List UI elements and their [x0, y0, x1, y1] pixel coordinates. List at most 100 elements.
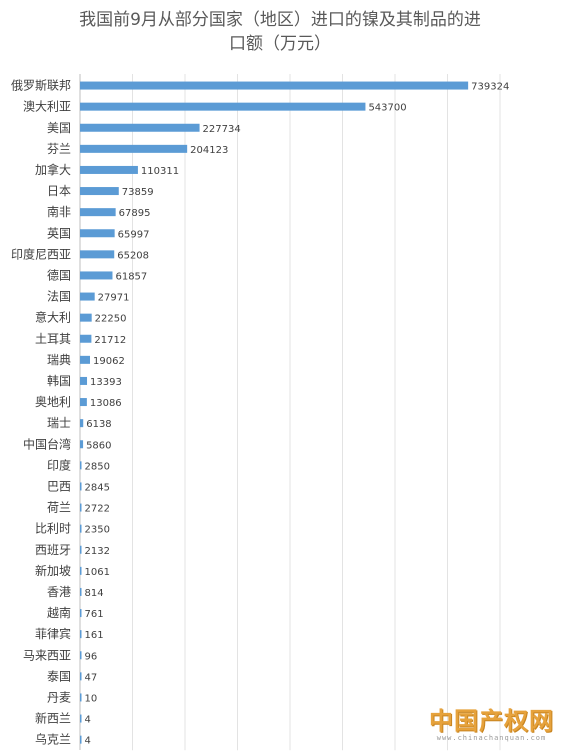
data-label: 13393 — [90, 377, 122, 388]
data-label: 5860 — [86, 440, 111, 451]
data-label: 2132 — [85, 546, 110, 557]
bar — [80, 376, 88, 385]
data-label: 96 — [85, 651, 98, 662]
category-label: 荷兰 — [47, 501, 71, 515]
bar — [80, 208, 116, 217]
bar — [80, 545, 82, 554]
data-label: 110311 — [141, 166, 179, 177]
data-label: 814 — [85, 588, 104, 599]
category-label: 西班牙 — [35, 543, 71, 557]
category-label: 菲律宾 — [35, 626, 71, 641]
bar — [80, 250, 115, 259]
category-label: 奥地利 — [35, 395, 71, 409]
bar — [80, 102, 366, 111]
category-label: 越南 — [47, 605, 71, 620]
bar — [80, 651, 82, 660]
data-label: 4 — [85, 736, 91, 747]
gridlines — [132, 74, 501, 751]
watermark-logo: 中国产权网 www.chinachanquan.com — [429, 706, 554, 743]
category-label: 新加坡 — [35, 563, 71, 578]
data-label: 2722 — [85, 504, 110, 515]
bar — [80, 313, 92, 322]
bar — [80, 334, 92, 343]
data-label: 204123 — [190, 145, 228, 156]
category-label: 瑞典 — [47, 353, 71, 367]
category-label: 巴西 — [47, 479, 71, 493]
labels: 俄罗斯联邦 739324 澳大利亚 543700 美国 227734 芬兰 204123 加拿大… — [11, 79, 509, 747]
category-label: 泰国 — [47, 669, 71, 683]
category-label: 德国 — [47, 267, 71, 282]
category-label: 新西兰 — [35, 711, 71, 726]
data-label: 13086 — [90, 398, 122, 409]
bar — [80, 292, 95, 301]
watermark-text: 中国产权网 — [429, 706, 554, 735]
bar — [80, 123, 200, 132]
bar — [80, 440, 84, 449]
bar — [80, 524, 82, 533]
data-label: 761 — [85, 609, 104, 620]
data-label: 27971 — [98, 293, 130, 304]
category-label: 土耳其 — [35, 332, 71, 346]
data-label: 65208 — [117, 250, 149, 261]
bar — [80, 609, 82, 618]
category-label: 意大利 — [35, 310, 71, 325]
data-label: 61857 — [115, 271, 147, 282]
bar — [80, 229, 115, 238]
bar — [80, 672, 82, 681]
data-label: 2350 — [85, 525, 110, 536]
category-label: 乌克兰 — [35, 732, 71, 747]
bars — [80, 81, 469, 744]
category-label: 日本 — [47, 184, 71, 198]
data-label: 19062 — [93, 356, 125, 367]
category-label: 澳大利亚 — [23, 100, 71, 114]
bar — [80, 271, 113, 280]
category-label: 韩国 — [47, 373, 71, 388]
data-label: 4 — [85, 715, 91, 726]
category-label: 丹麦 — [47, 690, 71, 704]
category-label: 英国 — [47, 226, 71, 240]
category-label: 香港 — [47, 585, 71, 599]
data-label: 47 — [85, 672, 98, 683]
category-label: 法国 — [47, 290, 71, 304]
category-label: 瑞士 — [47, 416, 71, 430]
data-label: 73859 — [122, 187, 154, 198]
bar — [80, 503, 82, 512]
bar — [80, 693, 82, 702]
category-label: 加拿大 — [35, 162, 71, 177]
data-label: 739324 — [471, 82, 509, 93]
bar — [80, 355, 91, 364]
data-label: 1061 — [85, 567, 110, 578]
bar — [80, 735, 82, 744]
data-label: 21712 — [94, 335, 126, 346]
data-label: 2845 — [85, 482, 110, 493]
bar — [80, 714, 82, 723]
category-label: 俄罗斯联邦 — [11, 79, 71, 93]
chart-title: 我国前9月从部分国家（地区）进口的镍及其制品的进 口额（万元） — [20, 8, 540, 56]
data-label: 22250 — [95, 314, 127, 325]
data-label: 543700 — [368, 103, 406, 114]
bar — [80, 566, 82, 575]
bar — [80, 144, 188, 153]
category-label: 印度尼西亚 — [11, 246, 71, 261]
chart-title-line-1: 我国前9月从部分国家（地区）进口的镍及其制品的进 — [79, 10, 481, 30]
category-label: 美国 — [47, 121, 71, 135]
bar — [80, 187, 119, 196]
bar — [80, 165, 138, 174]
data-label: 6138 — [86, 419, 111, 430]
data-label: 65997 — [118, 229, 150, 240]
bar — [80, 81, 469, 90]
data-label: 10 — [85, 693, 98, 704]
category-label: 印度 — [47, 457, 71, 472]
category-label: 马来西亚 — [23, 648, 71, 662]
watermark-url: www.chinachanquan.com — [436, 734, 547, 742]
category-label: 中国台湾 — [23, 436, 71, 451]
data-label: 227734 — [203, 124, 241, 135]
chart-title-line-2: 口额（万元） — [229, 34, 331, 54]
bar — [80, 587, 82, 596]
bar — [80, 419, 84, 428]
data-label: 161 — [85, 630, 104, 641]
category-label: 南非 — [47, 204, 71, 219]
category-label: 比利时 — [35, 522, 71, 536]
data-label: 2850 — [85, 461, 110, 472]
